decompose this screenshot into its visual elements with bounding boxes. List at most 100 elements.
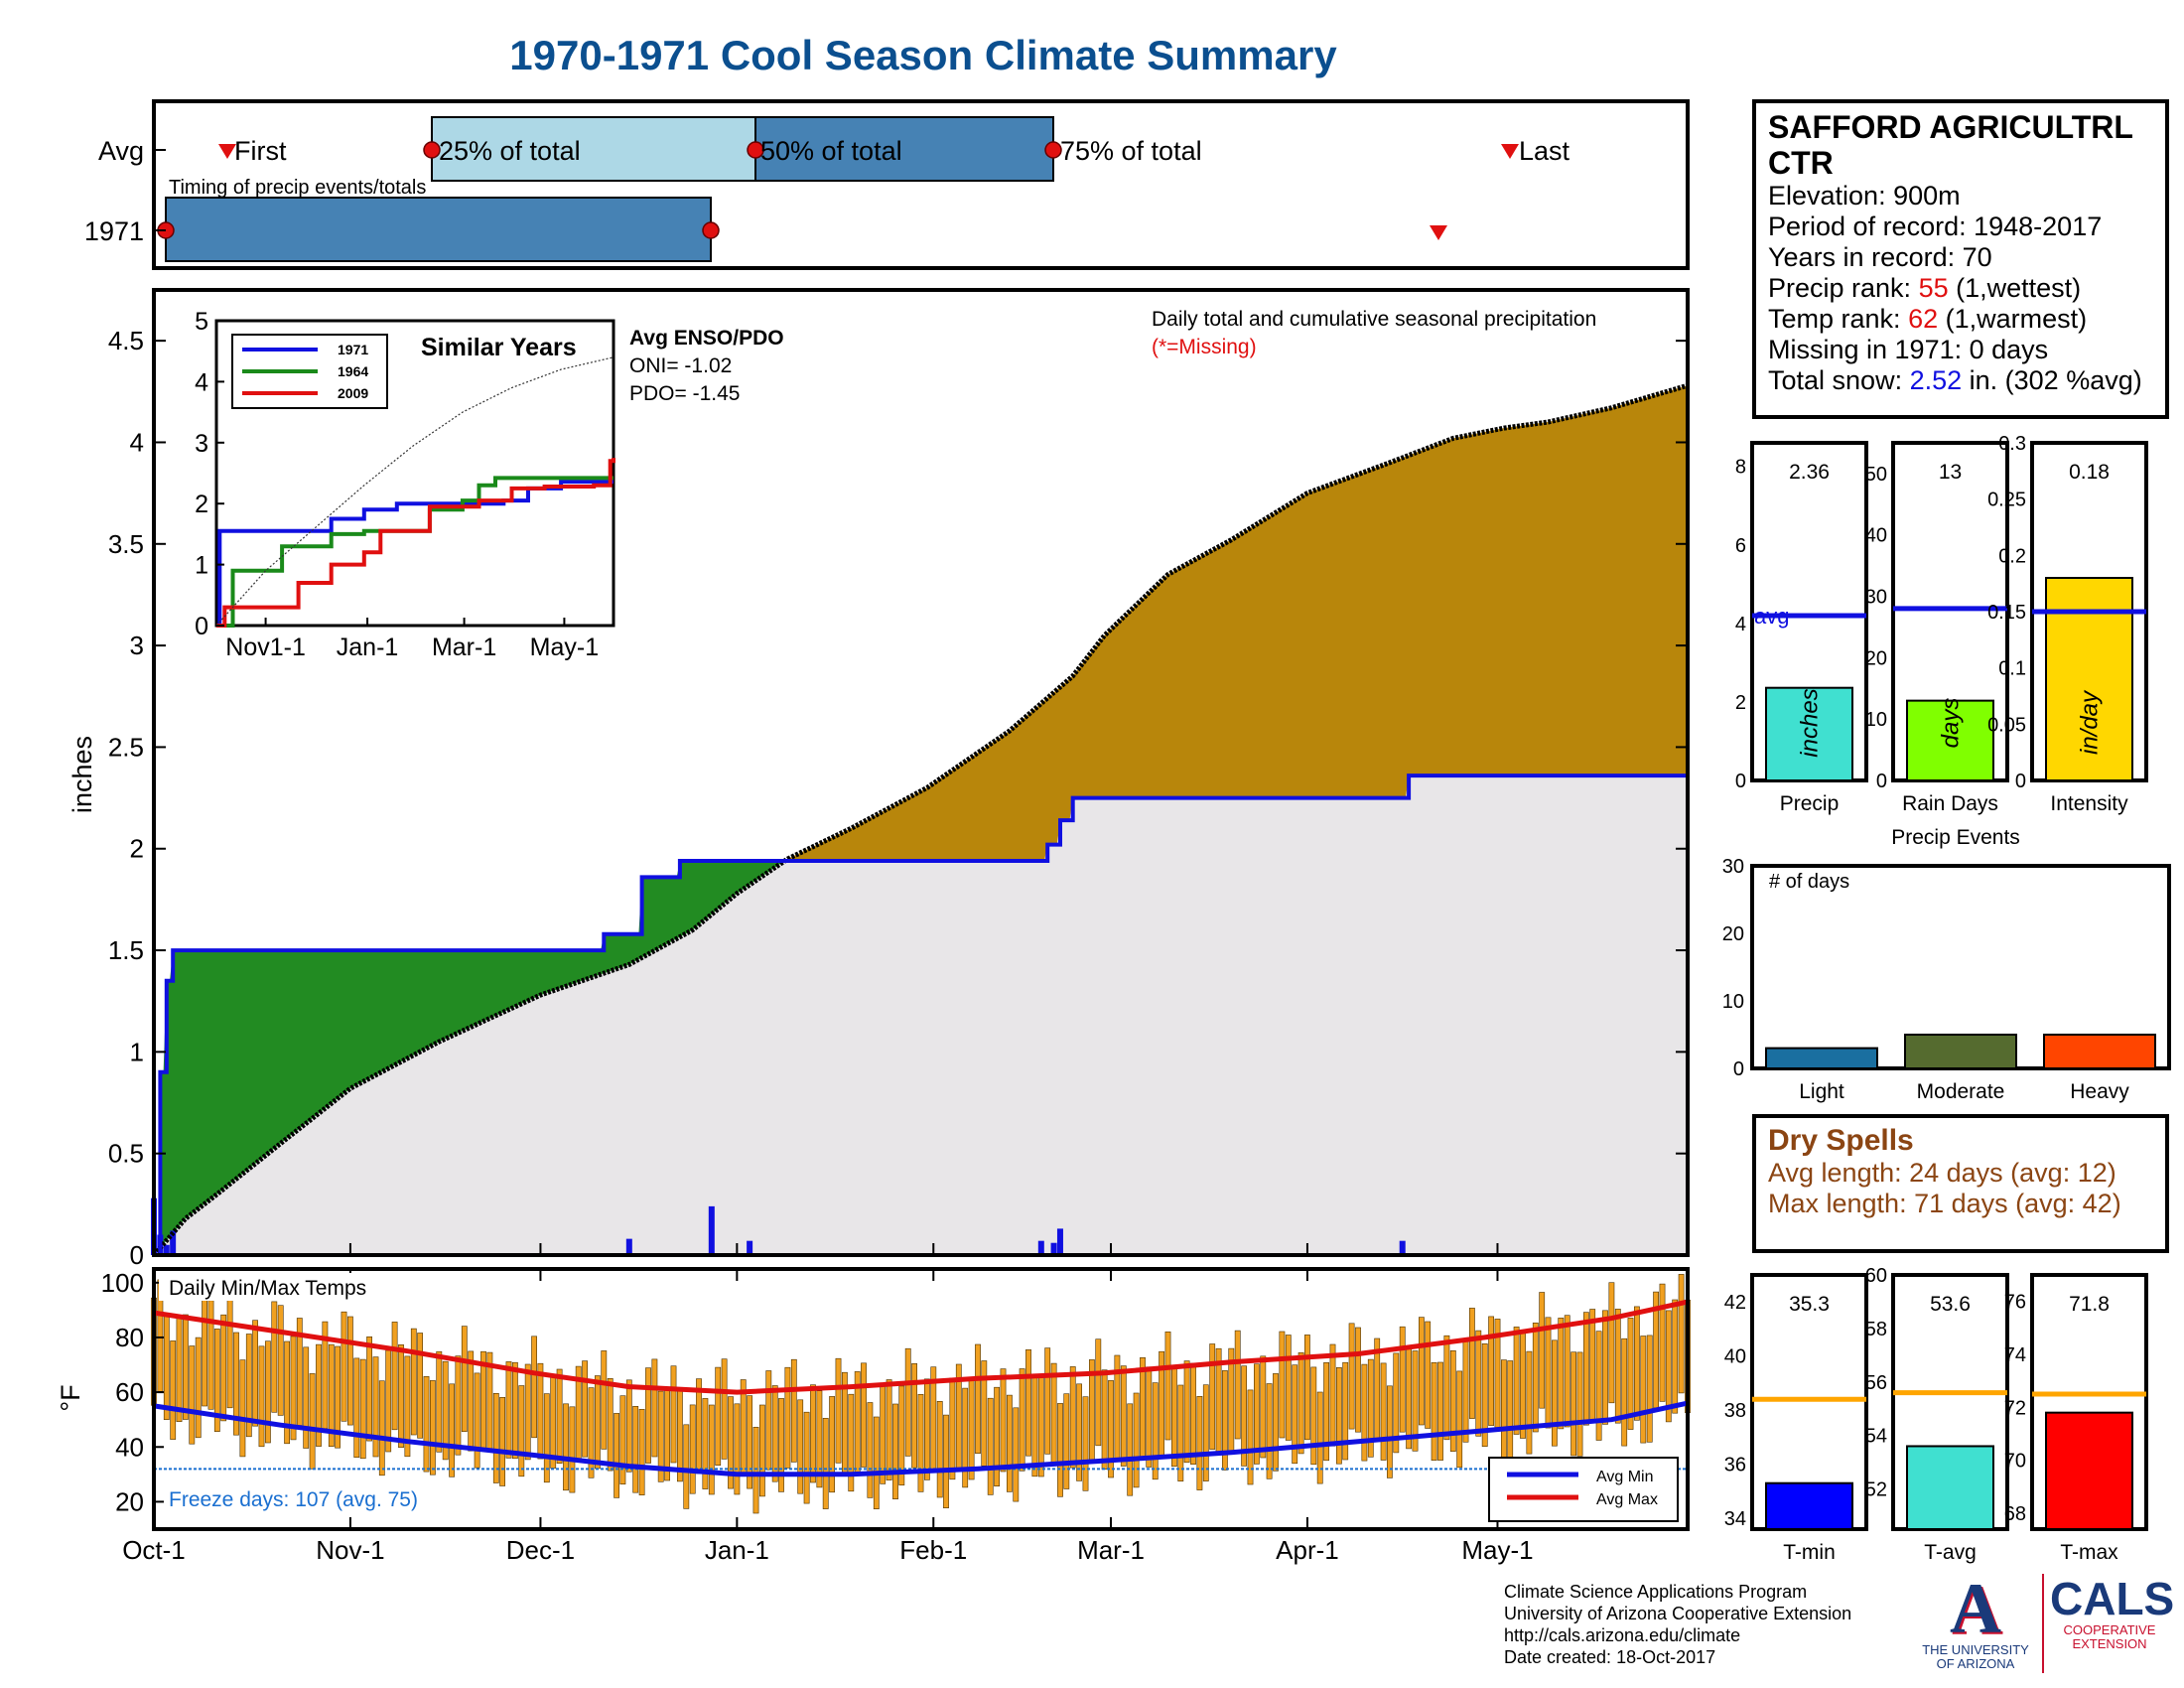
daily-temp-bar [252,1320,258,1427]
precip-plot-border [152,288,1690,1257]
panel-tick-label: 0.15 [1987,602,2026,624]
temp-plot-border [152,1267,1690,1531]
daily-precip-bar [747,1240,753,1255]
daily-temp-bar [943,1414,949,1508]
daily-temp-bar [505,1361,512,1459]
station-name: SAFFORD AGRICULTRL CTR [1768,109,2133,181]
daily-temp-bar [1152,1382,1159,1480]
daily-precip-bar [1399,1240,1406,1255]
panel-tick-label: 10 [1865,709,1887,731]
events-category-label: Heavy [2070,1080,2129,1103]
daily-temp-bar [1659,1283,1666,1402]
avg-75-marker [1044,141,1062,159]
daily-temp-bar [410,1328,417,1436]
panel-tick-label: 6 [1735,535,1746,557]
daily-temp-bar [1627,1318,1634,1430]
daily-temp-bar [1640,1336,1647,1444]
avg-last-marker [1501,144,1519,159]
daily-temp-bar [213,1329,220,1433]
inset-avg-line [215,356,614,627]
station-period: Period of record: 1948-2017 [1768,211,2103,241]
daily-temp-bar [1520,1332,1526,1439]
temp-y-tick-label: 100 [101,1268,144,1298]
daily-temp-bar [284,1340,290,1445]
daily-temp-bar [543,1393,550,1483]
panel-tick-label: 38 [1724,1400,1746,1422]
daily-temp-bar [531,1336,537,1439]
daily-temp-bar [1310,1366,1317,1466]
avg-cumulative-line [152,382,1689,1257]
daily-temp-bar [1323,1362,1329,1462]
daily-precip-bar [625,1238,632,1255]
inset-x-tick-label: Mar-1 [432,633,496,661]
panel-tick-label: 76 [2004,1292,2026,1314]
daily-temp-bar [245,1334,252,1438]
panel-tick-label: 0.3 [1998,433,2026,455]
daily-temp-bar [1013,1407,1020,1502]
precip-lines [152,382,1689,1257]
date-x-axis: Oct-1 Nov-1 Dec-1 Jan-1 Feb-1 Mar-1 Apr-1 May-1 [122,1243,1534,1565]
daily-temp-bar [1146,1366,1153,1468]
temp-y-tick-label: 80 [115,1323,144,1352]
inset-axes: 0 1 2 3 4 5 Nov1-1 Jan-1 Mar-1 May-1 [195,308,599,661]
panel-tick-label: 50 [1865,464,1887,486]
daily-temp-bar [1050,1362,1057,1467]
daily-temp-bar [1552,1339,1558,1447]
daily-temp-bar [202,1296,207,1407]
precip-y-tick-label: 1.5 [108,935,144,965]
daily-temp-bar [353,1357,360,1459]
cals-coop-text-2: EXTENSION [2072,1636,2147,1651]
enso-title: Avg ENSO/PDO [629,327,784,350]
panel-tick-label: 36 [1724,1455,1746,1477]
panel-tick-label: 0 [1876,771,1887,792]
timing-50-label: 50% of total [760,136,902,166]
temp-lines [153,1299,1689,1477]
daily-temp-bar [1387,1385,1393,1478]
daily-temp-bar [867,1402,874,1498]
university-of-arizona-logo: A THE UNIVERSITY OF ARIZONA [1916,1573,2035,1673]
daily-temp-bar [271,1301,278,1413]
logo-divider [2042,1574,2044,1673]
daily-temp-bar [346,1316,353,1426]
daily-temp-bar [810,1384,816,1483]
temp-y-axis: 20 40 60 80 100 [101,1268,164,1516]
daily-temp-bar [625,1379,632,1473]
daily-temp-bar [987,1397,994,1495]
daily-temp-bar [1164,1332,1171,1441]
daily-temp-bar [651,1358,658,1458]
panel-bar [1765,1481,1853,1531]
daily-temp-bar [511,1361,518,1460]
panel-tick-label: 58 [1865,1319,1887,1340]
panel-unit-label: inches [1797,688,1824,757]
legend-min-label: Avg Min [1596,1469,1654,1485]
station-years: Years in record: 70 [1768,242,1992,272]
daily-temp-bar [1140,1357,1146,1461]
avg-max-line [153,1299,1689,1395]
daily-temp-bar [588,1387,595,1478]
daily-temp-bar [734,1403,741,1495]
temp-y-tick-label: 20 [115,1486,144,1516]
events-bar [1765,1047,1878,1069]
footer-line-4: Date created: 18-Oct-2017 [1504,1647,1716,1667]
panel-avg-label: avg [1754,604,1789,629]
daily-temp-bar [1190,1362,1196,1465]
daily-temp-bar [1462,1337,1469,1443]
inset-y-tick-label: 3 [195,430,208,458]
daily-precip-bar [170,1230,177,1255]
daily-temp-bar [1254,1363,1260,1465]
daily-temp-bar [1558,1318,1565,1430]
footer-line-2: University of Arizona Cooperative Extens… [1504,1604,1852,1623]
daily-temp-bar [696,1378,702,1475]
daily-temp-bar [1247,1389,1254,1485]
daily-temp-bar [550,1375,557,1469]
daily-temp-bar [1304,1335,1310,1441]
panel-tick-label: 34 [1724,1508,1746,1530]
panel-unit-label: days [1938,698,1965,749]
year-cumulative-line [154,774,1688,1257]
daily-temp-bar [563,1403,569,1491]
precip-y-tick-label: 4.5 [108,326,144,355]
panel-tick-label: 2 [1735,692,1746,714]
dry-spells-avg: Avg length: 24 days (avg: 12) [1768,1158,2116,1188]
daily-temp-bar [163,1315,170,1420]
timing-75-label: 75% of total [1060,136,1202,166]
